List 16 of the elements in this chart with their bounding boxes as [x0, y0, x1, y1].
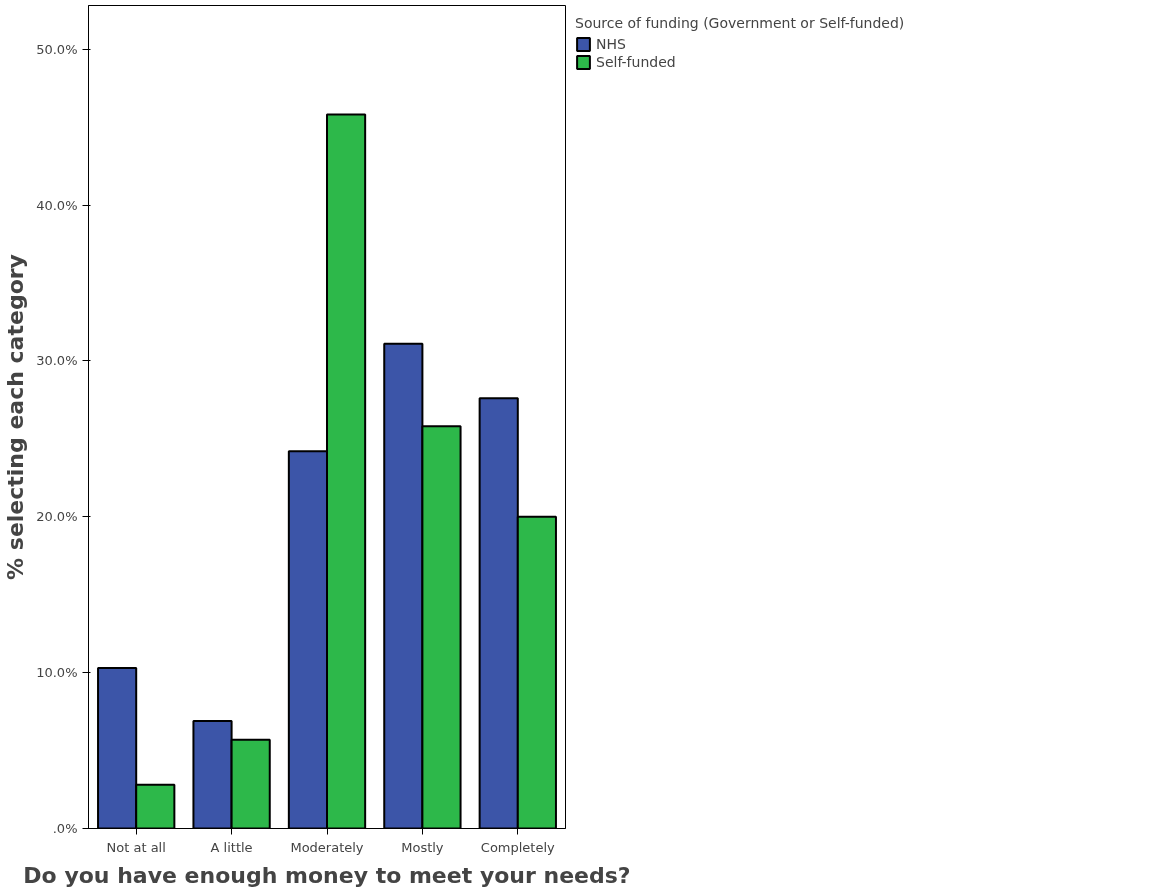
y-tick-label: .0% [52, 821, 78, 836]
x-tick-label: Completely [480, 839, 556, 855]
x-tick-label: Not at all [106, 839, 166, 855]
y-axis-title: % selecting each category [3, 254, 29, 580]
legend-label: NHS [596, 36, 626, 52]
y-tick-label: 40.0% [36, 197, 78, 213]
x-tick-label: A little [210, 839, 253, 855]
y-tick-label: 20.0% [36, 509, 78, 525]
x-tick-label: Moderately [290, 839, 364, 855]
y-tick-label: 50.0% [36, 41, 78, 57]
legend-title: Source of funding (Government or Self-funded) [575, 15, 905, 31]
y-tick-label: 30.0% [36, 353, 78, 369]
y-tick-label: 10.0% [36, 665, 78, 681]
x-tick-label: Mostly [401, 839, 444, 855]
x-axis-title: Do you have enough money to meet your needs? [23, 862, 631, 888]
legend-label: Self-funded [596, 54, 676, 70]
